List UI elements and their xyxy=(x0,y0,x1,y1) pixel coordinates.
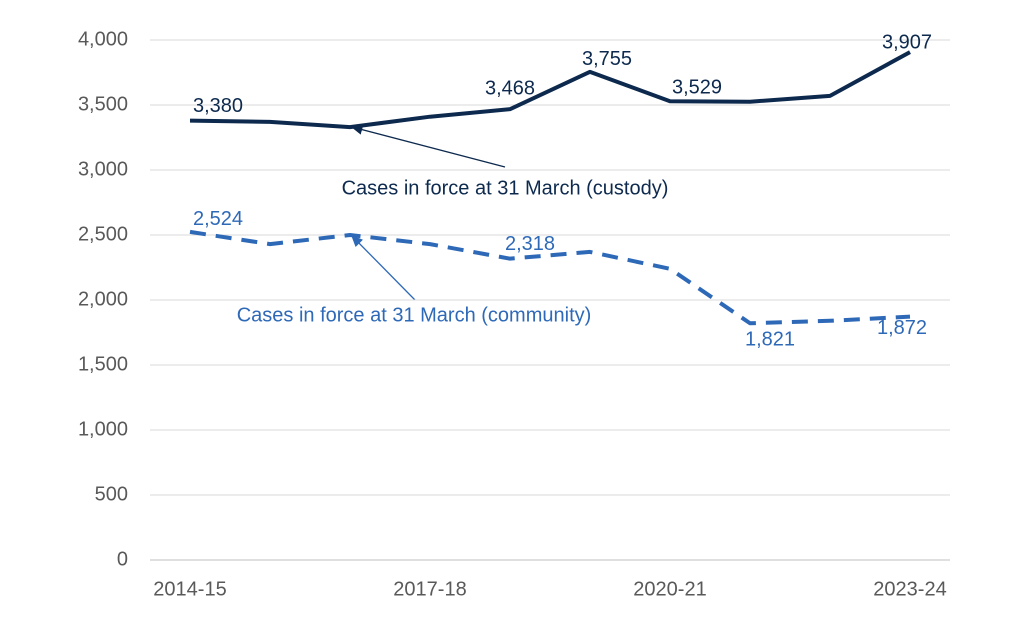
y-tick-label: 3,000 xyxy=(78,158,128,180)
y-tick-label: 1,000 xyxy=(78,418,128,440)
y-tick-label: 1,500 xyxy=(78,353,128,375)
data-label: 3,755 xyxy=(582,48,632,70)
y-tick-label: 4,000 xyxy=(78,28,128,50)
data-label: 1,872 xyxy=(877,317,927,339)
y-tick-label: 2,000 xyxy=(78,288,128,310)
y-tick-label: 2,500 xyxy=(78,223,128,245)
data-label: 1,821 xyxy=(745,329,795,351)
x-tick-label: 2017-18 xyxy=(393,578,466,600)
data-label: 3,380 xyxy=(193,95,243,117)
series-annotation: Cases in force at 31 March (community) xyxy=(237,304,592,326)
x-tick-label: 2023-24 xyxy=(873,578,946,600)
data-label: 2,524 xyxy=(193,208,243,230)
y-tick-label: 0 xyxy=(117,548,128,570)
data-label: 3,907 xyxy=(882,31,932,53)
y-tick-label: 3,500 xyxy=(78,93,128,115)
data-line xyxy=(189,50,911,130)
data-label: 2,318 xyxy=(505,233,555,255)
annotation-arrow xyxy=(351,235,416,301)
data-label: 3,468 xyxy=(485,77,535,99)
annotation-arrow xyxy=(350,124,506,168)
series-annotation: Cases in force at 31 March (custody) xyxy=(342,177,669,199)
data-label: 3,529 xyxy=(672,77,722,99)
y-tick-label: 500 xyxy=(95,483,128,505)
x-tick-label: 2014-15 xyxy=(153,578,226,600)
x-tick-label: 2020-21 xyxy=(633,578,706,600)
